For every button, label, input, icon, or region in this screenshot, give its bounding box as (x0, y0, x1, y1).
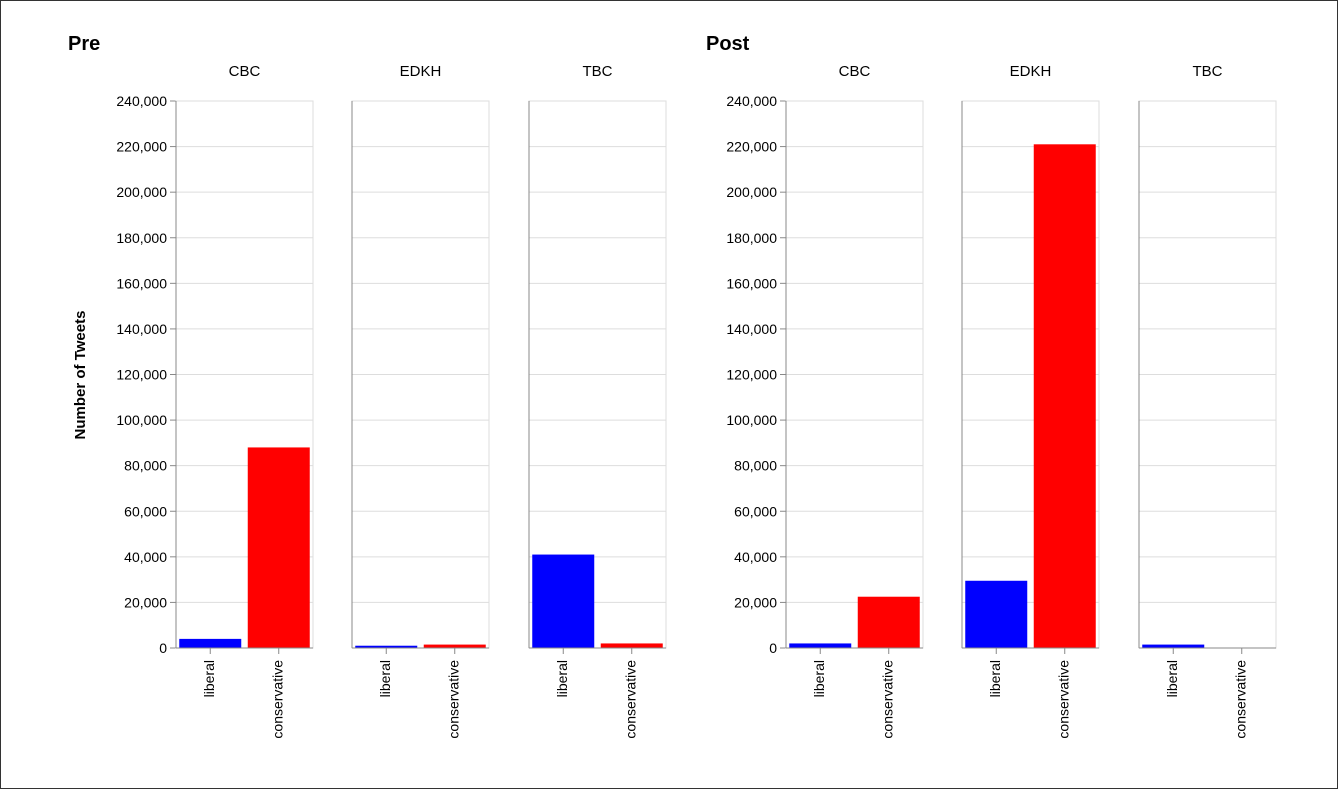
x-tick-label-conservative: conservative (879, 660, 895, 739)
y-tick-label: 100,000 (116, 412, 167, 428)
bar-conservative (600, 643, 663, 648)
x-tick-label-liberal: liberal (377, 660, 393, 697)
y-tick-label: 40,000 (734, 549, 777, 565)
x-tick-label-liberal: liberal (811, 660, 827, 697)
bar-liberal (1142, 644, 1205, 648)
x-tick-label-liberal: liberal (201, 660, 217, 697)
y-tick-label: 240,000 (116, 93, 167, 109)
bar-liberal (965, 580, 1028, 648)
bar-conservative (857, 596, 920, 648)
bar-conservative (1033, 144, 1096, 648)
y-tick-label: 180,000 (116, 230, 167, 246)
x-tick-label-conservative: conservative (445, 660, 461, 739)
x-tick-label-conservative: conservative (1232, 660, 1248, 739)
y-tick-label: 20,000 (734, 594, 777, 610)
y-tick-label: 120,000 (726, 367, 777, 383)
y-tick-label: 0 (769, 640, 777, 656)
x-tick-label-conservative: conservative (1055, 660, 1071, 739)
y-tick-label: 160,000 (116, 275, 167, 291)
y-tick-label: 140,000 (116, 321, 167, 337)
bar-conservative (423, 644, 486, 648)
x-tick-label-liberal: liberal (554, 660, 570, 697)
y-tick-label: 80,000 (124, 458, 167, 474)
y-tick-label: 220,000 (726, 139, 777, 155)
group-title-pre: Pre (68, 33, 100, 55)
bar-liberal (532, 554, 595, 648)
x-tick-label-conservative: conservative (622, 660, 638, 739)
y-tick-label: 20,000 (124, 594, 167, 610)
bar-conservative (247, 447, 310, 648)
y-tick-label: 200,000 (116, 184, 167, 200)
y-tick-label: 60,000 (734, 503, 777, 519)
bar-liberal (355, 645, 418, 648)
y-tick-label: 200,000 (726, 184, 777, 200)
y-tick-label: 40,000 (124, 549, 167, 565)
y-tick-label: 220,000 (116, 139, 167, 155)
facet-title-edkh: EDKH (400, 63, 442, 80)
y-tick-label: 140,000 (726, 321, 777, 337)
facet-title-edkh: EDKH (1010, 63, 1052, 80)
y-tick-label: 80,000 (734, 458, 777, 474)
x-tick-label-liberal: liberal (1164, 660, 1180, 697)
facet-title-cbc: CBC (839, 63, 871, 80)
y-tick-label: 180,000 (726, 230, 777, 246)
bar-liberal (789, 643, 852, 648)
facet-title-tbc: TBC (583, 63, 613, 80)
bar-liberal (179, 638, 242, 648)
x-tick-label-conservative: conservative (269, 660, 285, 739)
y-tick-label: 60,000 (124, 503, 167, 519)
x-tick-label-liberal: liberal (987, 660, 1003, 697)
y-tick-label: 160,000 (726, 275, 777, 291)
group-title-post: Post (706, 33, 750, 55)
y-tick-label: 240,000 (726, 93, 777, 109)
facet-title-cbc: CBC (229, 63, 261, 80)
facet-title-tbc: TBC (1193, 63, 1223, 80)
y-tick-label: 100,000 (726, 412, 777, 428)
y-axis-title: Number of Tweets (72, 311, 89, 440)
y-tick-label: 120,000 (116, 367, 167, 383)
y-tick-label: 0 (159, 640, 167, 656)
